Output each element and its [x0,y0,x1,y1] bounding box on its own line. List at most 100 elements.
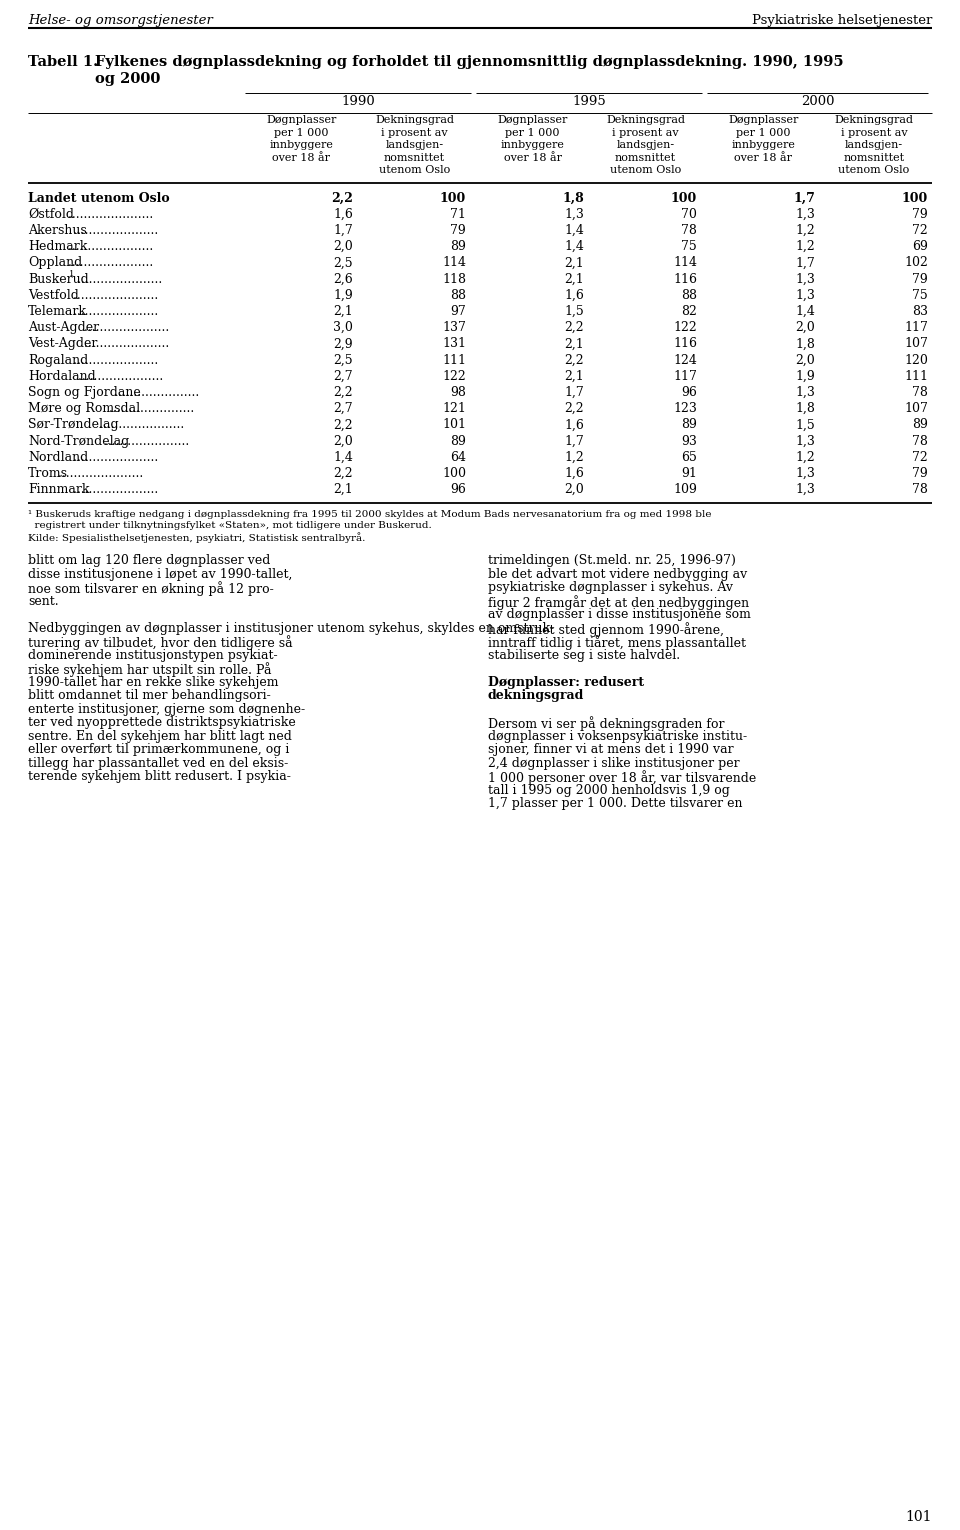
Text: 123: 123 [673,402,697,415]
Text: 72: 72 [912,451,928,464]
Text: ¹ Buskeruds kraftige nedgang i døgnplassdekning fra 1995 til 2000 skyldes at Mod: ¹ Buskeruds kraftige nedgang i døgnplass… [28,511,711,519]
Text: i prosent av: i prosent av [612,127,679,138]
Text: 1,9: 1,9 [795,370,815,382]
Text: 1,7: 1,7 [333,223,353,237]
Text: registrert under tilknytningsfylket «Staten», mot tidligere under Buskerud.: registrert under tilknytningsfylket «Sta… [28,522,432,531]
Text: 1,6: 1,6 [564,418,584,431]
Text: Kilde: Spesialisthelsetjenesten, psykiatri, Statistisk sentralbyrå.: Kilde: Spesialisthelsetjenesten, psykiat… [28,532,366,543]
Text: sent.: sent. [28,595,59,607]
Text: ......................: ...................... [80,337,169,350]
Text: 89: 89 [450,435,466,447]
Text: 2,9: 2,9 [333,337,353,350]
Text: 64: 64 [450,451,466,464]
Text: 116: 116 [673,337,697,350]
Text: 2,4 døgnplasser i slike institusjoner per: 2,4 døgnplasser i slike institusjoner pe… [488,757,739,770]
Text: ter ved nyopprettede distriktspsykiatriske: ter ved nyopprettede distriktspsykiatris… [28,716,296,730]
Text: 2,1: 2,1 [333,483,353,496]
Text: turering av tilbudet, hvor den tidligere så: turering av tilbudet, hvor den tidligere… [28,635,293,650]
Text: ......................: ...................... [100,435,189,447]
Text: 1,3: 1,3 [795,386,815,399]
Text: noe som tilsvarer en økning på 12 pro-: noe som tilsvarer en økning på 12 pro- [28,581,274,597]
Text: stabiliserte seg i siste halvdel.: stabiliserte seg i siste halvdel. [488,649,680,662]
Text: 2,0: 2,0 [564,483,584,496]
Text: 1,2: 1,2 [564,451,584,464]
Text: 79: 79 [912,467,928,480]
Text: ......................: ...................... [110,386,200,399]
Text: over 18 år: over 18 år [273,153,330,162]
Text: 1,4: 1,4 [795,304,815,318]
Text: 2,5: 2,5 [333,353,353,367]
Text: 100: 100 [440,191,466,205]
Text: ......................: ...................... [69,483,158,496]
Text: i prosent av: i prosent av [841,127,907,138]
Text: 2,2: 2,2 [564,402,584,415]
Text: 101: 101 [905,1510,932,1524]
Text: 1,6: 1,6 [564,289,584,301]
Text: 118: 118 [442,272,466,286]
Text: 2,0: 2,0 [795,321,815,334]
Text: 124: 124 [673,353,697,367]
Text: 116: 116 [673,272,697,286]
Text: 88: 88 [681,289,697,301]
Text: 2,5: 2,5 [333,257,353,269]
Text: 93: 93 [682,435,697,447]
Text: 1,2: 1,2 [795,223,815,237]
Text: ......................: ...................... [69,223,158,237]
Text: ......................: ...................... [69,451,158,464]
Text: Buskerud: Buskerud [28,272,88,286]
Text: 89: 89 [450,240,466,252]
Text: landsgjen-: landsgjen- [845,141,903,150]
Text: figur 2 framgår det at den nedbyggingen: figur 2 framgår det at den nedbyggingen [488,595,749,609]
Text: trimeldingen (St.meld. nr. 25, 1996-97): trimeldingen (St.meld. nr. 25, 1996-97) [488,554,736,568]
Text: ......................: ...................... [74,370,163,382]
Text: 1,7: 1,7 [795,257,815,269]
Text: 1,8: 1,8 [795,337,815,350]
Text: nomsnittet: nomsnittet [384,153,445,162]
Text: 2,0: 2,0 [333,435,353,447]
Text: Dekningsgrad: Dekningsgrad [606,115,685,125]
Text: 1,3: 1,3 [795,272,815,286]
Text: 117: 117 [673,370,697,382]
Text: 79: 79 [912,208,928,220]
Text: 2,2: 2,2 [333,418,353,431]
Text: Dekningsgrad: Dekningsgrad [375,115,454,125]
Text: Nordland: Nordland [28,451,88,464]
Text: ......................: ...................... [80,321,169,334]
Text: av døgnplasser i disse institusjonene som: av døgnplasser i disse institusjonene so… [488,609,751,621]
Text: 2,0: 2,0 [333,240,353,252]
Text: i prosent av: i prosent av [381,127,447,138]
Text: ......................: ...................... [73,272,162,286]
Text: utenom Oslo: utenom Oslo [379,165,450,174]
Text: terende sykehjem blitt redusert. I psykia-: terende sykehjem blitt redusert. I psyki… [28,770,291,783]
Text: innbyggere: innbyggere [270,141,333,150]
Text: Hedmark: Hedmark [28,240,87,252]
Text: 1,2: 1,2 [795,240,815,252]
Text: over 18 år: over 18 år [503,153,562,162]
Text: inntraff tidlig i tiåret, mens plassantallet: inntraff tidlig i tiåret, mens plassanta… [488,635,746,650]
Text: har funnet sted gjennom 1990-årene,: har funnet sted gjennom 1990-årene, [488,621,724,636]
Text: blitt omdannet til mer behandlingsori-: blitt omdannet til mer behandlingsori- [28,690,271,702]
Text: 1990-tallet har en rekke slike sykehjem: 1990-tallet har en rekke slike sykehjem [28,676,278,688]
Text: 96: 96 [682,386,697,399]
Text: dominerende institusjonstypen psykiat-: dominerende institusjonstypen psykiat- [28,649,277,662]
Text: 69: 69 [912,240,928,252]
Text: 114: 114 [673,257,697,269]
Text: disse institusjonene i løpet av 1990-tallet,: disse institusjonene i løpet av 1990-tal… [28,568,293,581]
Text: døgnplasser i voksenpsykiatriske institu-: døgnplasser i voksenpsykiatriske institu… [488,730,747,742]
Text: nomsnittet: nomsnittet [615,153,676,162]
Text: 3,0: 3,0 [333,321,353,334]
Text: Tabell 1.: Tabell 1. [28,55,98,69]
Text: 78: 78 [682,223,697,237]
Text: landsgjen-: landsgjen- [385,141,444,150]
Text: 2,1: 2,1 [564,272,584,286]
Text: 1,7: 1,7 [793,191,815,205]
Text: 111: 111 [904,370,928,382]
Text: sjoner, finner vi at mens det i 1990 var: sjoner, finner vi at mens det i 1990 var [488,744,733,756]
Text: 97: 97 [450,304,466,318]
Text: 2,1: 2,1 [564,337,584,350]
Text: 2,1: 2,1 [333,304,353,318]
Text: ......................: ...................... [64,257,154,269]
Text: innbyggere: innbyggere [732,141,796,150]
Text: 1 000 personer over 18 år, var tilsvarende: 1 000 personer over 18 år, var tilsvaren… [488,770,756,785]
Text: 1,7 plasser per 1 000. Dette tilsvarer en: 1,7 plasser per 1 000. Dette tilsvarer e… [488,797,742,811]
